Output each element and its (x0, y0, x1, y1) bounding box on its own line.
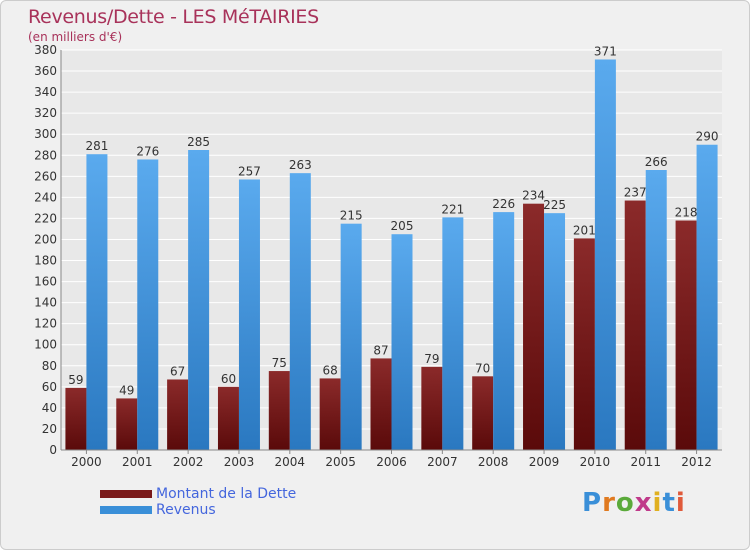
data-label-revenus: 285 (187, 135, 210, 149)
x-tick-label: 2011 (630, 455, 661, 469)
y-tick-label: 160 (34, 275, 57, 289)
y-tick-label: 280 (34, 148, 57, 162)
x-tick-label: 2005 (325, 455, 356, 469)
x-tick-label: 2002 (173, 455, 204, 469)
y-tick-label: 20 (42, 422, 57, 436)
bar-revenus (645, 170, 667, 450)
bar-revenus (391, 234, 413, 450)
y-tick-label: 240 (34, 190, 57, 204)
bar-revenus (137, 159, 159, 450)
bar-revenus (544, 213, 566, 450)
bar-revenus (340, 223, 362, 450)
data-label-dette: 67 (170, 364, 185, 378)
x-tick-label: 2000 (71, 455, 102, 469)
chart-subtitle: (en milliers d'€) (28, 30, 123, 44)
data-label-dette: 70 (475, 361, 490, 375)
y-tick-label: 0 (49, 443, 57, 457)
bar-dette (370, 358, 392, 450)
proxiti-logo: Proxiti (582, 488, 686, 518)
bar-revenus (238, 179, 260, 450)
data-label-dette: 49 (119, 383, 134, 397)
x-tick-label: 2001 (122, 455, 153, 469)
x-tick-label: 2012 (681, 455, 712, 469)
bar-revenus (188, 150, 210, 450)
data-label-revenus: 290 (696, 130, 719, 144)
y-tick-label: 200 (34, 232, 57, 246)
y-tick-label: 120 (34, 317, 57, 331)
data-label-dette: 68 (323, 363, 338, 377)
data-label-dette: 87 (373, 343, 388, 357)
data-label-revenus: 226 (492, 197, 515, 211)
bar-dette (523, 203, 545, 450)
x-tick-label: 2008 (478, 455, 509, 469)
bar-dette (116, 398, 138, 450)
data-label-revenus: 205 (391, 219, 414, 233)
x-tick-label: 2003 (224, 455, 255, 469)
data-label-revenus: 221 (441, 202, 464, 216)
bar-dette (624, 200, 646, 450)
data-label-revenus: 266 (645, 155, 668, 169)
data-label-revenus: 281 (85, 139, 108, 153)
bar-revenus (594, 59, 616, 450)
data-label-dette: 218 (675, 206, 698, 220)
bar-revenus (86, 154, 108, 451)
x-tick-label: 2006 (376, 455, 407, 469)
y-tick-label: 300 (34, 127, 57, 141)
x-tick-label: 2004 (275, 455, 306, 469)
y-tick-label: 340 (34, 85, 57, 99)
y-tick-label: 320 (34, 106, 57, 120)
bar-dette (65, 387, 87, 450)
bar-dette (217, 386, 239, 450)
bar-revenus (696, 144, 718, 450)
data-label-revenus: 371 (594, 44, 617, 58)
y-tick-label: 80 (42, 359, 57, 373)
bar-revenus (289, 173, 311, 450)
legend-label-revenus: Revenus (156, 502, 216, 518)
y-tick-label: 40 (42, 401, 57, 415)
y-tick-label: 180 (34, 254, 57, 268)
bar-revenus (493, 212, 515, 450)
data-label-dette: 79 (424, 352, 439, 366)
chart-title: Revenus/Dette - LES MéTAIRIES (28, 6, 319, 28)
x-tick-label: 2009 (529, 455, 560, 469)
data-label-dette: 75 (272, 356, 287, 370)
y-tick-label: 360 (34, 64, 57, 78)
bar-revenus (442, 217, 464, 450)
x-tick-label: 2010 (580, 455, 611, 469)
data-label-revenus: 257 (238, 164, 261, 178)
y-tick-label: 100 (34, 338, 57, 352)
y-tick-label: 140 (34, 296, 57, 310)
y-tick-label: 380 (34, 43, 57, 57)
data-label-dette: 237 (624, 186, 647, 200)
x-tick-label: 2007 (427, 455, 458, 469)
legend-label-dette: Montant de la Dette (156, 486, 297, 502)
data-label-dette: 59 (68, 373, 83, 387)
bar-dette (573, 238, 595, 450)
bar-dette (319, 378, 341, 450)
legend-swatch-revenus (100, 506, 152, 514)
data-label-dette: 201 (573, 223, 596, 237)
data-label-dette: 60 (221, 372, 236, 386)
y-tick-label: 260 (34, 169, 57, 183)
bar-dette (472, 376, 494, 450)
bar-dette (421, 366, 443, 450)
bar-dette (268, 371, 290, 450)
data-label-revenus: 263 (289, 158, 312, 172)
data-label-revenus: 225 (543, 198, 566, 212)
data-label-dette: 234 (522, 189, 545, 203)
data-label-revenus: 276 (136, 144, 159, 158)
legend-swatch-dette (100, 490, 152, 498)
data-label-revenus: 215 (340, 209, 363, 223)
y-tick-label: 60 (42, 380, 57, 394)
bar-dette (167, 379, 189, 450)
bar-dette (675, 220, 697, 450)
y-tick-label: 220 (34, 211, 57, 225)
